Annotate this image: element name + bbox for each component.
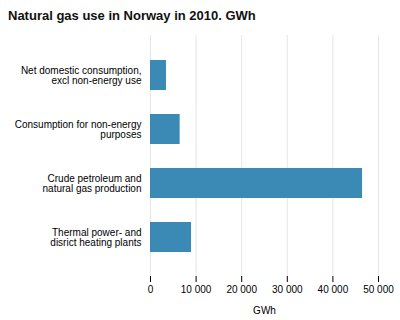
- svg-text:Consumption for non-energypurp: Consumption for non-energypurposes: [15, 119, 142, 140]
- svg-text:40 000: 40 000: [318, 284, 349, 295]
- svg-text:30 000: 30 000: [272, 284, 303, 295]
- svg-text:Crude petroleum andnatural gas: Crude petroleum andnatural gas productio…: [43, 173, 142, 194]
- svg-text:Thermal power- anddisrict heat: Thermal power- anddisrict heating plants: [50, 227, 141, 248]
- svg-text:0: 0: [148, 284, 154, 295]
- svg-text:50 000: 50 000: [363, 284, 394, 295]
- svg-text:10 000: 10 000: [181, 284, 212, 295]
- svg-text:Net domestic consumption,excl: Net domestic consumption,excl non-energy…: [21, 65, 142, 86]
- svg-text:20 000: 20 000: [226, 284, 257, 295]
- html-text:Natural gas use in Norway in 2: Natural gas use in Norway in 2010. GWh: [8, 8, 256, 23]
- svg-text:GWh: GWh: [253, 305, 276, 316]
